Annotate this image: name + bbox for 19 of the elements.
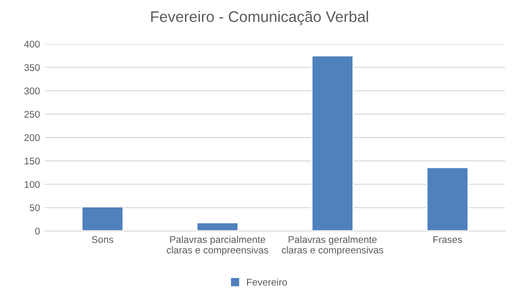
- y-tick-label: 50: [30, 204, 40, 212]
- bar: [311, 54, 354, 231]
- y-tick-label: 250: [24, 110, 40, 118]
- x-tick-label: Sons: [92, 236, 114, 243]
- bar: [196, 222, 239, 231]
- x-tick-label: Frases: [433, 236, 462, 243]
- y-tick-label: 100: [24, 180, 40, 188]
- x-tick-label: Palavras geralmente claras e compreensivas: [282, 236, 384, 256]
- y-tick-label: 150: [24, 158, 40, 164]
- y-tick-label: 350: [24, 64, 40, 71]
- bar: [426, 166, 469, 231]
- x-tick-label: Palavras parcialmente claras e compreensivas: [166, 236, 268, 256]
- legend-label: Fevereiro: [247, 278, 287, 286]
- bar: [81, 206, 124, 231]
- chart-title: Fevereiro - Comunicação Verbal: [151, 10, 368, 26]
- y-tick-label: 400: [24, 40, 40, 48]
- y-tick-label: 200: [24, 134, 40, 142]
- y-tick-label: 0: [35, 228, 40, 235]
- y-tick-label: 300: [24, 87, 40, 94]
